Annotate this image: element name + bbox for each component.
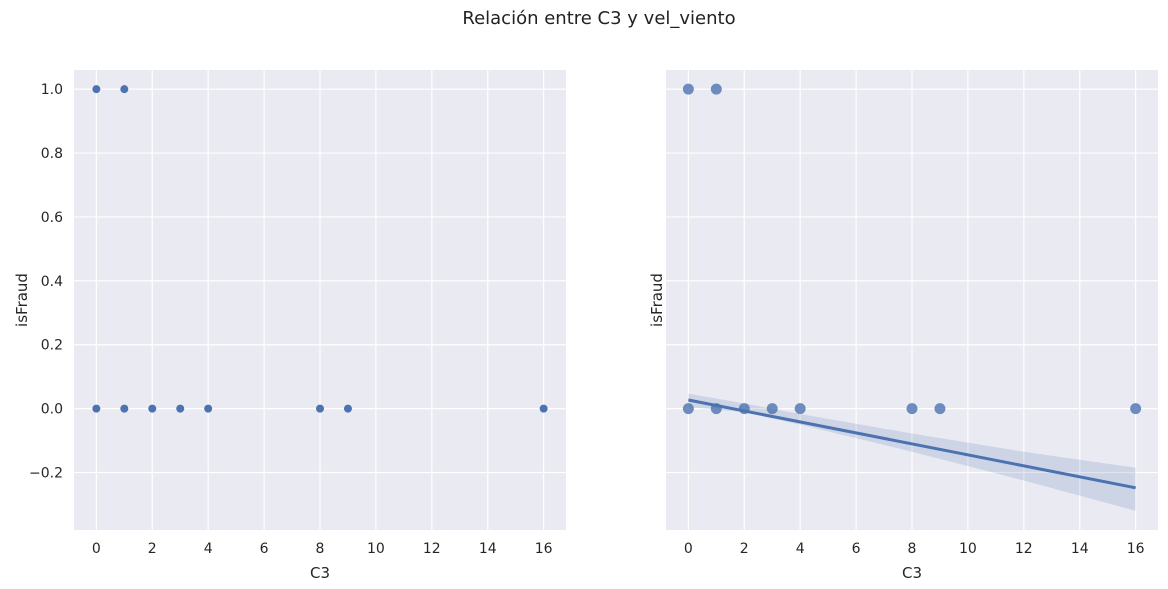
scatter-point [92,404,101,413]
scatter-point [148,404,157,413]
scatter-point [1130,403,1142,415]
x-tick-label: 8 [908,541,917,557]
x-axis-label: C3 [902,564,922,582]
x-tick-label: 16 [1127,541,1145,557]
y-axis-label: isFraud [648,273,666,327]
scatter-point [906,403,918,415]
scatter-point [120,404,129,413]
x-tick-label: 6 [260,541,269,557]
left-scatter-plot: 0 2 4 6 8 10 12 14 16 −0.2 0.0 0.2 0.4 0.6 0.8 1.0 C3 isF… [13,70,566,582]
x-tick-label: 0 [684,541,693,557]
scatter-point [343,404,352,413]
scatter-point [176,404,185,413]
scatter-point [794,403,806,415]
scatter-point [204,404,213,413]
x-tick-label: 2 [148,541,157,557]
y-tick-label: 0.0 [41,402,63,418]
x-tick-label: 10 [367,541,385,557]
y-tick-label: 0.2 [41,338,63,354]
scatter-point [710,83,722,95]
x-tick-label: 14 [1071,541,1089,557]
y-tick-label: −0.2 [29,466,63,482]
scatter-point [316,404,324,413]
right-regression-plot: 0 2 4 6 8 10 12 14 16 C3 isFraud [648,70,1158,582]
figure-title: Relación entre C3 y vel_viento [462,8,735,29]
x-tick-label: 0 [92,541,101,557]
y-tick-label: 0.6 [41,210,63,226]
x-tick-label: 12 [1015,541,1033,557]
x-tick-label: 10 [959,541,977,557]
scatter-point [92,85,101,94]
x-tick-label: 14 [479,541,497,557]
x-tick-label: 4 [796,541,805,557]
x-tick-label: 8 [316,541,325,557]
scatter-point [539,404,548,413]
scatter-point [682,83,694,95]
x-tick-label: 12 [423,541,441,557]
scatter-point [682,403,694,415]
x-tick-label: 2 [740,541,749,557]
scatter-point [934,403,946,415]
scatter-point [766,403,778,415]
x-tick-label: 6 [852,541,861,557]
x-tick-label: 4 [204,541,213,557]
scatter-point [120,85,129,94]
y-tick-label: 0.4 [41,274,63,290]
x-axis-label: C3 [310,564,330,582]
y-tick-label: 1.0 [41,82,63,98]
y-tick-label: 0.8 [41,146,63,162]
y-axis-label: isFraud [13,273,31,327]
x-tick-label: 16 [535,541,553,557]
regression-line [688,398,1136,490]
